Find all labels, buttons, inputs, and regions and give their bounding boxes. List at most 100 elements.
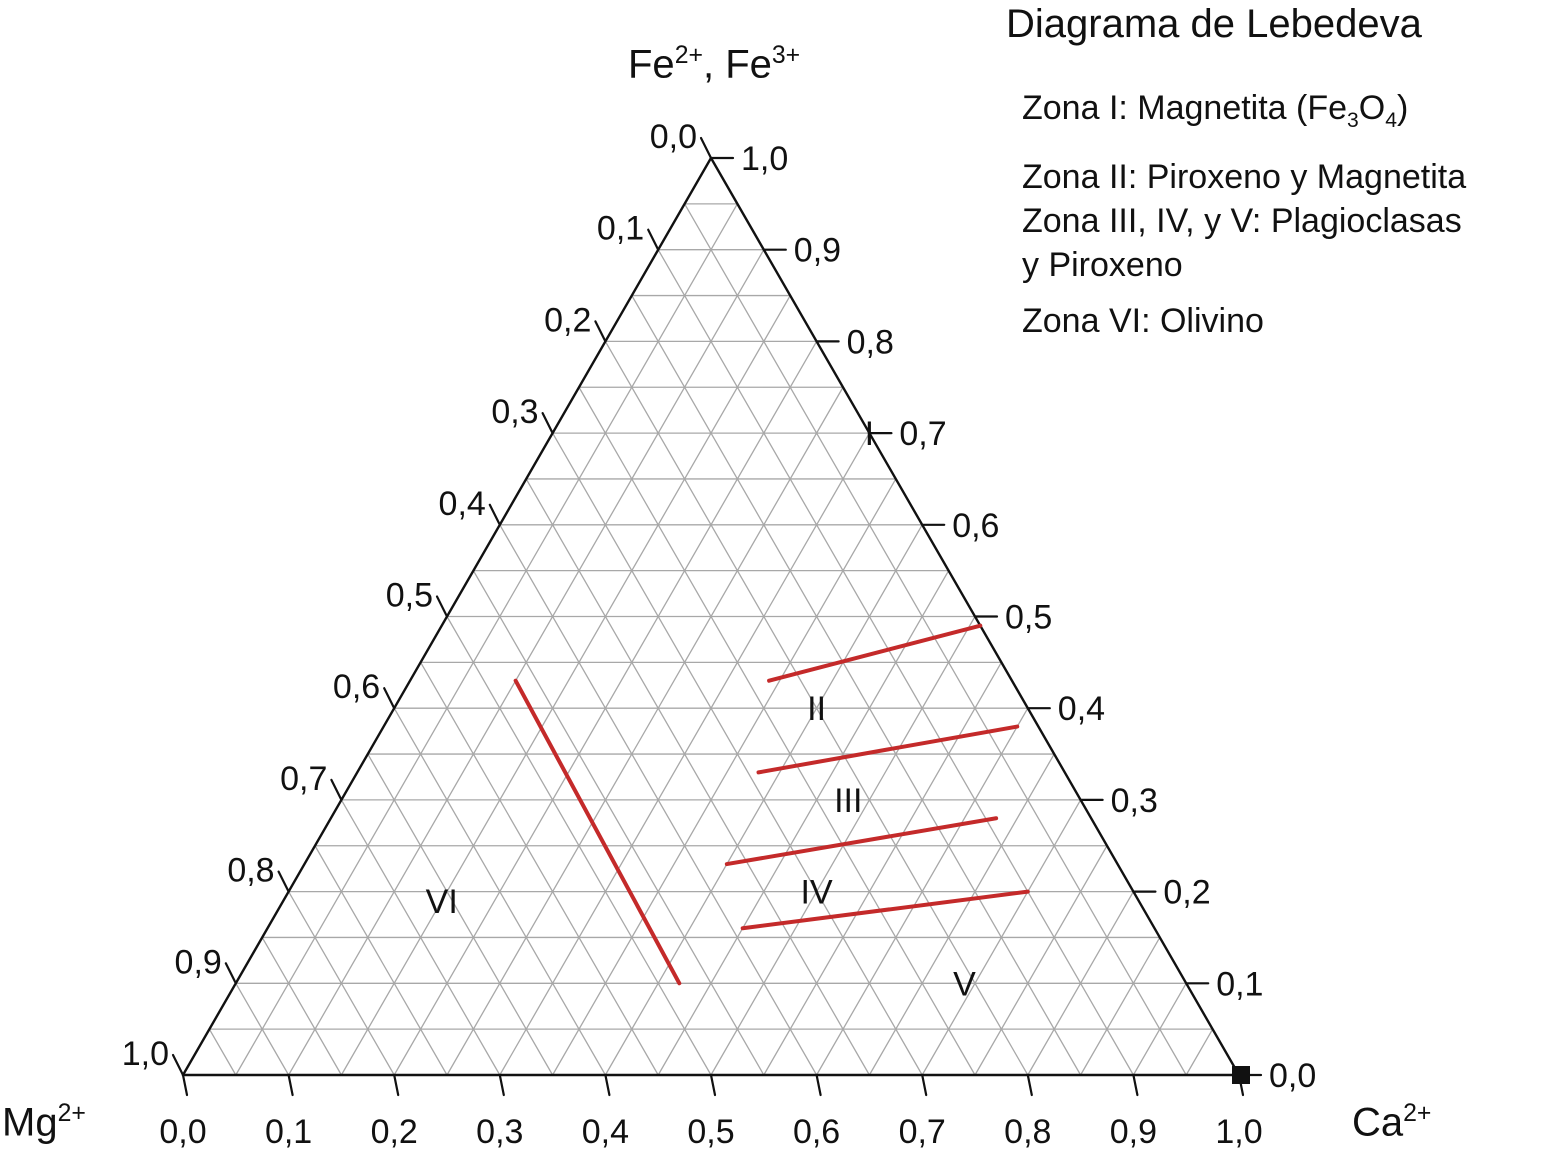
tick-label-left: 0,5 (386, 577, 433, 615)
tick-label-right: 0,6 (952, 507, 999, 545)
zone-label: II (807, 690, 826, 728)
tick-bottom (393, 1073, 400, 1097)
grid-line-ca (446, 386, 844, 1076)
legend: Zona I: Magnetita (Fe3O4) Zona II: Pirox… (1022, 86, 1466, 343)
legend-zona-2: Zona II: Piroxeno y Magnetita (1022, 157, 1467, 196)
tick-label-bottom: 0,1 (265, 1113, 312, 1151)
tick-label-left: 0,7 (280, 760, 327, 798)
grid-line-mg (208, 1028, 237, 1076)
tick-label-right: 0,1 (1216, 965, 1263, 1003)
tick-label-left: 0,4 (439, 485, 486, 523)
tick-label-bottom: 1,0 (1215, 1113, 1262, 1151)
legend-zona-3-4-5-cont: y Piroxeno (1022, 245, 1183, 284)
grid-line-mg (631, 294, 1082, 1076)
tick-label-right: 0,9 (794, 232, 841, 270)
vertex-label-ca: Ca2+ (1352, 1100, 1432, 1145)
tick-bottom (1026, 1073, 1033, 1097)
tick-left (699, 136, 713, 160)
axis-tick-labels: 0,0 0,1 0,2 0,3 0,4 0,5 0,6 0,7 0,8 0,9 1,0 1,0 0,9 0… (122, 118, 1317, 1151)
tick-bottom (815, 1073, 822, 1097)
vertex-marker (1232, 1066, 1250, 1084)
zone-label: V (953, 965, 976, 1003)
tick-left (435, 595, 449, 618)
tick-bottom (1132, 1073, 1139, 1097)
tick-label-bottom: 0,4 (582, 1113, 629, 1151)
tick-left (330, 778, 343, 802)
grid-line-mg (261, 936, 343, 1076)
tick-left (277, 870, 290, 893)
tick-label-bottom: 0,2 (371, 1113, 418, 1151)
grid-line-ca (340, 294, 791, 1076)
grid-line-ca (1027, 890, 1135, 1076)
tick-left (224, 962, 237, 985)
tick-label-right: 0,7 (899, 415, 946, 453)
grid-line-mg (393, 707, 607, 1076)
tick-left (383, 687, 396, 710)
grid-line-ca (657, 570, 950, 1076)
tick-label-right: 0,3 (1111, 782, 1158, 820)
tick-label-left: 1,0 (122, 1035, 169, 1073)
zone-label: III (834, 782, 862, 820)
tick-left (541, 412, 554, 435)
grid-line-mg (367, 753, 554, 1076)
tick-label-left: 0,8 (227, 852, 274, 890)
tick-label-bottom: 0,3 (476, 1113, 523, 1151)
axis-ticks (171, 136, 1263, 1097)
tick-label-bottom: 0,7 (899, 1113, 946, 1151)
grid-line-mg (340, 799, 501, 1076)
grid-line-mg (419, 661, 659, 1076)
tick-left (647, 228, 660, 251)
grid-line-mg (525, 478, 871, 1076)
tick-label-bottom: 0,5 (687, 1113, 734, 1151)
tick-label-right: 0,2 (1163, 874, 1210, 912)
tick-label-left: 0,0 (650, 118, 697, 156)
tick-label-bottom: 0,6 (793, 1113, 840, 1151)
zone-boundaries (513, 623, 1030, 986)
tick-label-left: 0,2 (544, 301, 591, 339)
grid-line-mg (287, 890, 395, 1076)
zone-boundary-line (740, 889, 1030, 931)
grid-line-ca (974, 845, 1108, 1076)
grid-line-ca (551, 478, 897, 1076)
grid-line-mg (578, 386, 976, 1076)
diagram-title: Diagrama de Lebedeva (1006, 2, 1422, 46)
grid-line-mg (235, 982, 290, 1076)
tick-bottom (709, 1073, 717, 1097)
tick-bottom (498, 1073, 505, 1097)
triangle-grid (208, 203, 1214, 1076)
zone-label: I (865, 415, 874, 453)
tick-label-right: 0,0 (1269, 1057, 1316, 1095)
grid-line-ca (1132, 982, 1187, 1076)
tick-label-right: 0,4 (1058, 690, 1105, 728)
vertex-label-mg: Mg2+ (2, 1100, 86, 1145)
legend-zona-6: Zona VI: Olivino (1022, 301, 1264, 340)
grid-line-ca (1079, 936, 1161, 1076)
tick-label-left: 0,3 (491, 393, 538, 431)
grid-line-mg (314, 845, 448, 1076)
vertex-label-fe: Fe2+, Fe3+ (628, 42, 801, 87)
ca-vertex-marker (1232, 1066, 1250, 1084)
grid-line-ca (921, 799, 1082, 1076)
tick-label-left: 0,6 (333, 668, 380, 706)
legend-zona-3-4-5: Zona III, IV, y V: Plagioclasas (1022, 201, 1462, 240)
grid-line-ca (235, 203, 739, 1076)
tick-bottom (921, 1073, 928, 1097)
tick-left (171, 1053, 185, 1077)
tick-label-bottom: 0,0 (159, 1113, 206, 1151)
zone-boundary-line (756, 724, 1020, 775)
zone-label: VI (426, 883, 458, 921)
tick-bottom (604, 1073, 611, 1097)
grid-line-ca (868, 753, 1055, 1076)
legend-zona-1: Zona I: Magnetita (Fe3O4) (1022, 89, 1409, 132)
grid-line-ca (763, 661, 1003, 1076)
tick-label-right: 0,8 (847, 323, 894, 361)
tick-label-left: 0,1 (597, 210, 644, 248)
tick-bottom (287, 1073, 294, 1097)
tick-label-bottom: 0,8 (1004, 1113, 1051, 1151)
tick-bottom (181, 1073, 189, 1097)
tick-label-right: 0,5 (1005, 599, 1052, 637)
grid-line-ca (1185, 1028, 1214, 1076)
tick-left (488, 503, 501, 526)
tick-label-right: 1,0 (741, 140, 788, 178)
